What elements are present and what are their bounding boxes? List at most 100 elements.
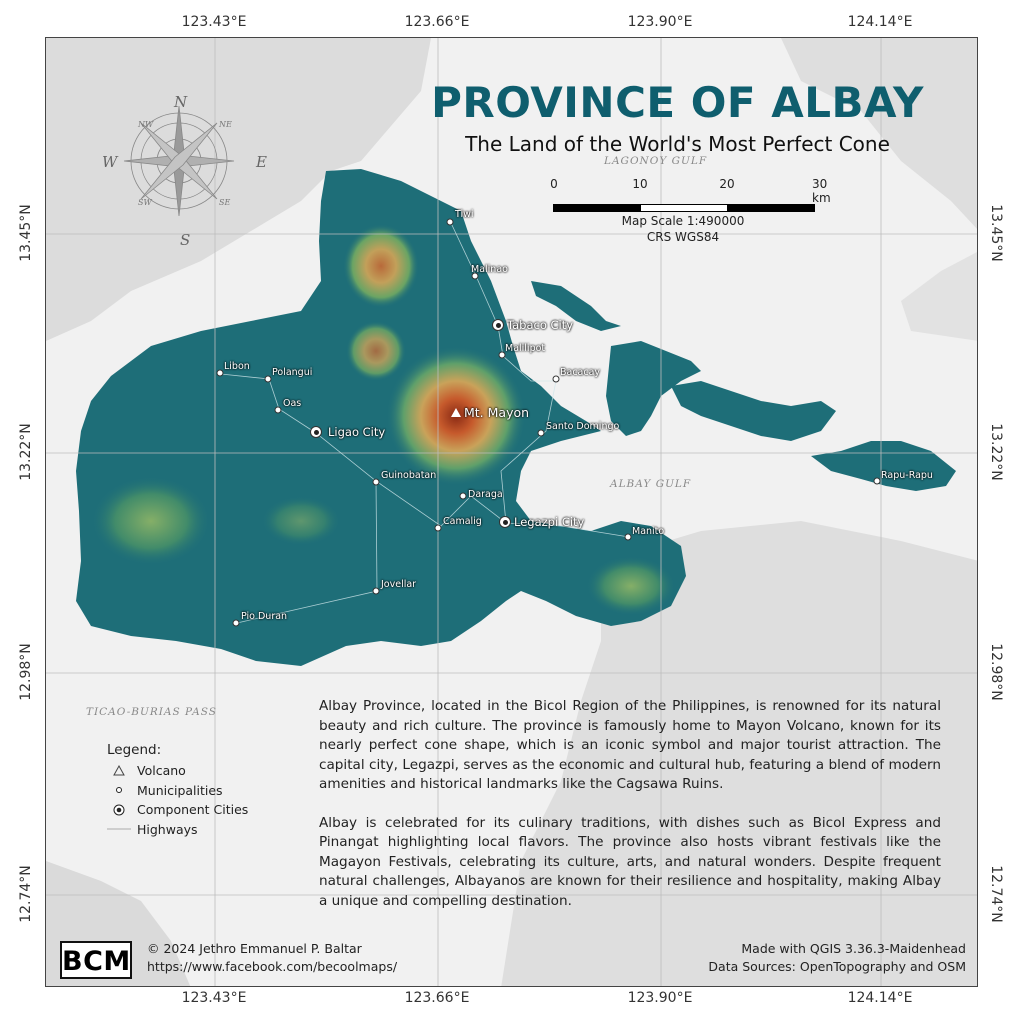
muni-marker[interactable] (372, 587, 380, 595)
city-marker-tabaco[interactable] (492, 319, 504, 331)
muni-marker[interactable] (537, 429, 545, 437)
line-icon (107, 827, 131, 831)
city-label-tabaco[interactable]: Tabaco City (507, 318, 574, 332)
neighbor-land-northeast (781, 38, 977, 229)
legend-item-cities: Component Cities (107, 800, 248, 820)
compass-n: N (174, 93, 188, 111)
sea-label-albay-gulf: ALBAY GULF (610, 478, 692, 490)
muni-label-libon[interactable]: Libon (224, 361, 250, 372)
muni-marker[interactable] (873, 477, 881, 485)
scale-crs: CRS WGS84 (646, 230, 720, 244)
dotted-circle-icon (107, 804, 131, 816)
legend-label: Volcano (137, 763, 186, 779)
credit-copyright: © 2024 Jethro Emmanuel P. Baltar (147, 941, 362, 956)
muni-marker[interactable] (498, 351, 506, 359)
map-frame[interactable]: N S E W NW NE SW SE (45, 37, 978, 987)
muni-label-jovellar[interactable]: Jovellar (381, 579, 417, 590)
sea-label-ticao: TICAO-BURIAS PASS (86, 706, 217, 718)
legend-item-volcano: Volcano (107, 761, 248, 781)
muni-label-pio-duran[interactable]: Pio Duran (241, 611, 288, 622)
legend-label: Highways (137, 821, 198, 837)
masaraga-relief (346, 321, 406, 381)
coord-top-4: 124.14°E (847, 14, 913, 30)
legend: Legend: Volcano Municipalities Component… (107, 742, 248, 839)
coord-left-1: 13.45°N (18, 204, 34, 262)
muni-label-malilipot[interactable]: Malilipot (505, 343, 546, 354)
legend-title: Legend: (107, 742, 162, 758)
muni-marker[interactable] (264, 375, 272, 383)
muni-marker[interactable] (459, 492, 467, 500)
muni-label-bacacay[interactable]: Bacacay (560, 367, 601, 378)
muni-marker[interactable] (552, 375, 560, 383)
neighbor-land-north (46, 38, 431, 341)
southeast-relief (586, 556, 676, 616)
muni-label-manito[interactable]: Manito (632, 526, 665, 537)
map-subtitle: The Land of the World's Most Perfect Con… (465, 132, 890, 156)
muni-label-santo-domingo[interactable]: Santo Domingo (546, 421, 620, 432)
scale-tick-30: 30 km (812, 177, 831, 205)
coord-bottom-3: 123.90°E (627, 990, 693, 1006)
volcano-icon[interactable] (451, 408, 461, 417)
muni-marker[interactable] (624, 533, 632, 541)
muni-label-polangui[interactable]: Polangui (272, 367, 313, 378)
muni-label-camalig[interactable]: Camalig (443, 516, 482, 527)
coord-bottom-4: 124.14°E (847, 990, 913, 1006)
legend-item-municipalities: Municipalities (107, 781, 248, 801)
description: Albay Province, located in the Bicol Reg… (319, 697, 941, 930)
compass-e: E (256, 153, 267, 171)
muni-marker[interactable] (372, 478, 380, 486)
muni-label-daraga[interactable]: Daraga (468, 489, 503, 500)
city-label-legazpi[interactable]: Legazpi City (514, 515, 585, 529)
neighbor-land-southeast (501, 521, 977, 986)
muni-marker[interactable] (471, 272, 479, 280)
coord-left-4: 12.74°N (18, 865, 34, 923)
muni-marker[interactable] (274, 406, 282, 414)
credit-url[interactable]: https://www.facebook.com/becoolmaps/ (147, 959, 398, 974)
cagraray-island (606, 341, 701, 436)
legend-label: Municipalities (137, 782, 223, 798)
compass-s: S (180, 231, 191, 249)
sea-label-lagonoy: LAGONOY GULF (604, 155, 708, 167)
volcano-label[interactable]: Mt. Mayon (464, 405, 530, 420)
coord-left-2: 13.22°N (18, 423, 34, 481)
rapu-rapu-island (811, 441, 956, 491)
coord-right-2: 13.22°N (988, 423, 1004, 481)
coord-right-1: 13.45°N (988, 204, 1004, 262)
map-canvas[interactable] (46, 38, 978, 987)
muni-marker[interactable] (446, 218, 454, 226)
muni-label-tiwi[interactable]: Tiwi (455, 209, 474, 220)
city-marker-ligao[interactable] (310, 426, 322, 438)
muni-label-malinao[interactable]: Malinao (471, 264, 508, 275)
malinao-relief (343, 224, 419, 308)
scale-tick-0: 0 (550, 177, 558, 191)
triangle-icon (107, 765, 131, 776)
compass-nw: NW (138, 120, 154, 129)
compass-sw: SW (138, 198, 152, 207)
san-miguel-island (531, 281, 621, 331)
compass-rose (123, 105, 235, 217)
credit-software: Made with QGIS 3.36.3-Maidenhead (741, 941, 966, 956)
muni-label-rapu-rapu[interactable]: Rapu-Rapu (881, 470, 933, 481)
muni-label-oas[interactable]: Oas (283, 398, 302, 409)
scale-tick-20: 20 (719, 177, 735, 191)
coord-right-3: 12.98°N (988, 643, 1004, 701)
neighbor-land-east (901, 252, 977, 341)
muni-marker[interactable] (434, 524, 442, 532)
legend-label: Component Cities (137, 802, 249, 818)
scale-bar: 0 10 20 30 km Map Scale 1:490000 CRS WGS… (548, 177, 848, 247)
compass-ne: NE (219, 120, 232, 129)
city-marker-legazpi[interactable] (499, 516, 511, 528)
credit-sources: Data Sources: OpenTopography and OSM (708, 959, 966, 974)
albay-mainland (76, 169, 686, 666)
compass-w: W (102, 153, 118, 171)
west-relief (91, 476, 211, 566)
description-paragraph-1: Albay Province, located in the Bicol Reg… (319, 698, 941, 792)
city-label-ligao[interactable]: Ligao City (328, 425, 386, 439)
batan-island (671, 381, 836, 441)
muni-marker[interactable] (232, 619, 240, 627)
coord-top-2: 123.66°E (404, 14, 470, 30)
muni-marker[interactable] (216, 369, 224, 377)
muni-label-guinobatan[interactable]: Guinobatan (381, 470, 437, 481)
coord-left-3: 12.98°N (18, 643, 34, 701)
coord-bottom-1: 123.43°E (181, 990, 247, 1006)
